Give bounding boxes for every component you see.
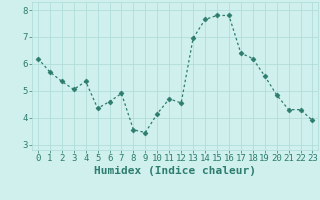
X-axis label: Humidex (Indice chaleur): Humidex (Indice chaleur) [94, 166, 256, 176]
